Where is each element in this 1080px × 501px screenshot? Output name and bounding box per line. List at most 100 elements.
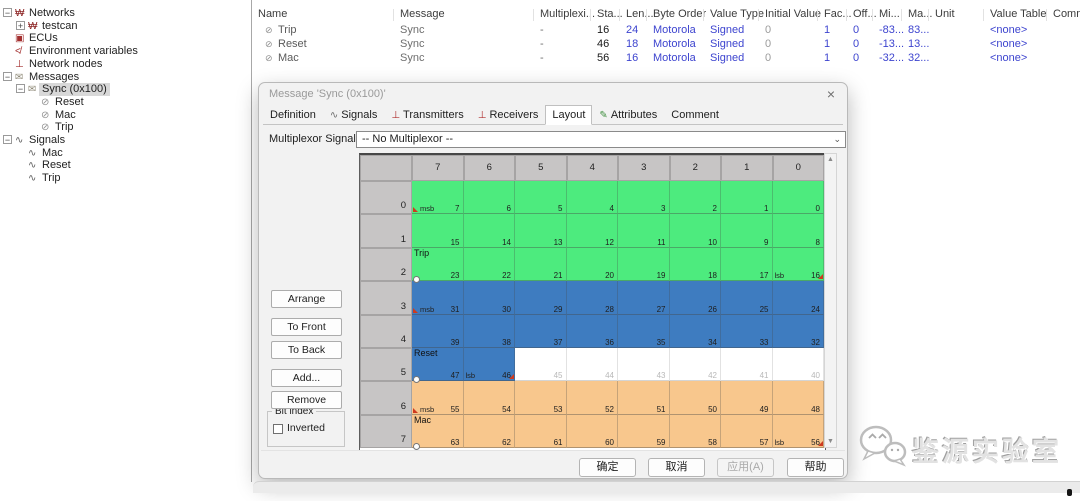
footer-button-1[interactable]: 取消 [648,458,705,477]
bit-cell[interactable]: 45 [515,348,567,382]
table-cell[interactable]: - [540,24,544,36]
bit-cell[interactable]: 12 [566,214,618,248]
bit-cell[interactable]: 5 [515,181,567,215]
bit-cell[interactable]: 32 [772,314,824,348]
bit-cell[interactable]: 22 [463,247,515,282]
table-cell[interactable]: -83... [879,24,905,36]
tab-comment[interactable]: Comment [664,105,726,125]
table-cell[interactable]: 0 [853,38,860,50]
bit-cell[interactable]: 13 [515,214,567,248]
column-header-message[interactable]: Message [400,8,445,20]
table-cell[interactable]: 0 [765,52,772,64]
table-cell[interactable]: Sync [400,24,425,36]
bit-cell[interactable]: 46 lsb [463,348,515,382]
column-header-off[interactable]: Off... [853,8,877,20]
tab-layout[interactable]: Layout [545,105,593,125]
column-header-byte-order[interactable]: Byte Order [653,8,707,20]
bit-cell[interactable]: 48 [772,381,824,415]
bit-cell[interactable]: 16 lsb [772,247,824,282]
table-cell[interactable]: -32... [879,52,905,64]
tree-item-networks[interactable]: − ₩ Networks [0,7,250,20]
panel-divider[interactable] [251,0,252,482]
table-cell[interactable]: Motorola [653,24,696,36]
bit-cell[interactable]: 7 msb [412,181,464,215]
bit-cell[interactable]: 42 [669,348,721,382]
tree-item-messages[interactable]: − ✉ Messages [0,71,250,84]
table-cell[interactable]: <none> [990,38,1028,50]
bit-cell[interactable]: 63 Mac [412,414,464,451]
table-cell[interactable]: 13... [908,38,930,50]
bit-cell[interactable]: 38 [463,314,515,348]
bit-cell[interactable]: 0 [772,181,824,215]
column-header-mi[interactable]: Mi... [879,8,900,20]
table-cell[interactable]: 0 [765,38,772,50]
column-header-name[interactable]: Name [258,8,288,20]
column-header-multiplexi[interactable]: Multiplexi... [540,8,596,20]
bit-cell[interactable]: 37 [515,314,567,348]
tree-expander-icon[interactable]: − [3,135,12,145]
bit-cell[interactable]: 19 [618,247,670,282]
bit-cell[interactable]: 52 [566,381,618,415]
table-cell[interactable]: Sync [400,52,425,64]
bit-cell[interactable]: 18 [669,247,721,282]
table-cell[interactable]: 16 [597,24,610,36]
bit-cell[interactable]: 55 msb [412,381,464,415]
table-cell[interactable]: <none> [990,24,1028,36]
tree-item-environment-variables[interactable]: ≮ Environment variables [0,45,250,58]
table-cell[interactable]: 0 [853,24,860,36]
table-cell[interactable]: 18 [626,38,639,50]
bit-cell[interactable]: 61 [515,414,567,449]
tab-attributes[interactable]: ✎ Attributes [592,105,664,125]
drag-handle[interactable] [413,376,420,384]
table-row-name[interactable]: Reset [278,38,307,50]
tree-item-trip[interactable]: ⊘ Trip [0,121,250,134]
bit-cell[interactable]: 51 [618,381,670,415]
table-cell[interactable]: 16 [626,52,639,64]
bit-cell[interactable]: 4 [566,181,618,215]
bit-cell[interactable]: 56 lsb [772,414,824,449]
column-header-comm[interactable]: Comm [1053,8,1080,20]
tree-item-sync-0x100[interactable]: − ✉ Sync (0x100) [0,83,250,97]
table-cell[interactable]: 83... [908,24,930,36]
tree-item-testcan[interactable]: + ₩ testcan [0,20,250,33]
scroll-up-icon[interactable]: ▲ [827,156,834,163]
tree-item-reset[interactable]: ∿ Reset [0,159,250,172]
column-header-value-type[interactable]: Value Type [710,8,765,20]
tab-definition[interactable]: Definition [263,105,323,125]
table-row-name[interactable]: Trip [278,24,297,36]
column-header-unit[interactable]: Unit [935,8,955,20]
table-cell[interactable]: - [540,38,544,50]
tree-expander-icon[interactable]: − [16,84,25,95]
bit-cell[interactable]: 26 [669,281,721,315]
bit-cell[interactable]: 30 [463,281,515,315]
bit-cell[interactable]: 49 [721,381,773,415]
drag-handle[interactable] [413,443,420,451]
tree-expander-icon[interactable]: − [3,8,12,18]
bit-cell[interactable]: 36 [566,314,618,348]
bit-cell[interactable]: 3 [618,181,670,215]
bit-cell[interactable]: 23 Trip [412,247,464,284]
column-header-value-table[interactable]: Value Table [990,8,1047,20]
bit-cell[interactable]: 58 [669,414,721,449]
tab-signals[interactable]: ∿ Signals [323,105,384,125]
scroll-down-icon[interactable]: ▼ [827,438,834,445]
table-cell[interactable]: -13... [879,38,905,50]
bit-cell[interactable]: 43 [618,348,670,382]
inverted-checkbox[interactable] [273,424,283,434]
bit-layout-grid[interactable]: 7 6 5 4 3 2 1 0 0 7 msb 6 5 4 3 2 1 0 1 15 14 13 12 11 10 9 8 2 23 Tr… [359,153,826,451]
table-cell[interactable]: Signed [710,52,745,64]
bit-cell[interactable]: 11 [618,214,670,248]
column-header-initial-value[interactable]: Initial Value [765,8,822,20]
table-cell[interactable]: 24 [626,24,639,36]
bit-cell[interactable]: 35 [618,314,670,348]
bit-cell[interactable]: 17 [721,247,773,282]
table-cell[interactable]: 32... [908,52,930,64]
footer-button-0[interactable]: 确定 [579,458,636,477]
bit-cell[interactable]: 60 [566,414,618,449]
table-cell[interactable]: Sync [400,38,425,50]
bit-cell[interactable]: 21 [515,247,567,282]
column-header-ma[interactable]: Ma... [908,8,933,20]
table-cell[interactable]: 1 [824,38,831,50]
column-header-fac[interactable]: Fac... [824,8,852,20]
grid-scrollbar[interactable]: ▲ ▼ [824,153,837,448]
